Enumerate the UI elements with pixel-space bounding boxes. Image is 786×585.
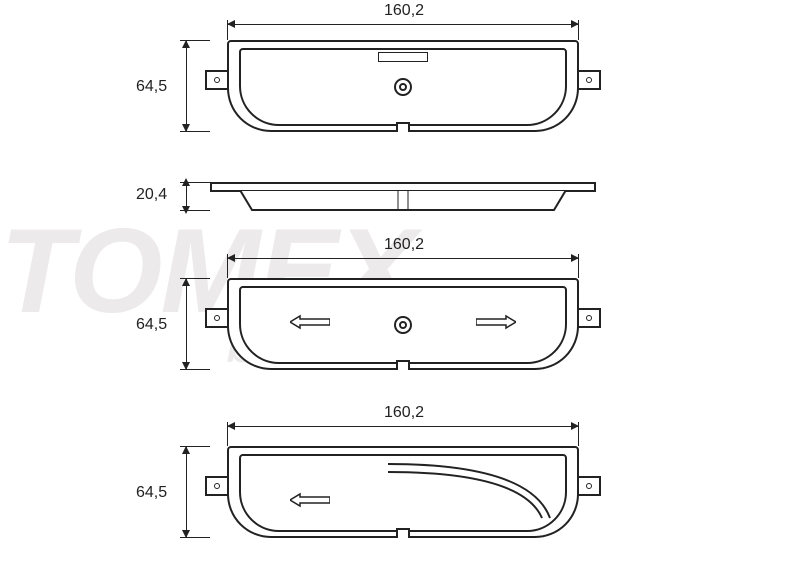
ext-line — [180, 537, 210, 538]
dim-height-1: 64,5 — [136, 78, 167, 96]
dim-line — [186, 40, 187, 132]
ext-line — [578, 422, 579, 446]
dim-line — [227, 24, 579, 25]
mounting-tab — [205, 308, 229, 328]
mounting-tab — [577, 70, 601, 90]
dim-line — [186, 278, 187, 370]
dim-line — [186, 446, 187, 538]
arrow-icon — [182, 278, 190, 286]
ext-line — [227, 422, 228, 446]
ext-line — [180, 182, 210, 183]
arrow-icon — [227, 422, 235, 430]
ext-line — [180, 278, 210, 279]
ext-line — [578, 254, 579, 278]
notch-icon — [396, 528, 410, 538]
dim-height-3: 64,5 — [136, 484, 167, 502]
dim-height-2: 64,5 — [136, 316, 167, 334]
dim-thickness: 20,4 — [136, 186, 167, 204]
direction-arrow-icon — [476, 314, 516, 330]
curved-slot-icon — [380, 460, 560, 526]
mounting-tab — [205, 476, 229, 496]
direction-arrow-icon — [290, 492, 330, 508]
notch-icon — [396, 122, 410, 132]
center-hole-inner-icon — [399, 321, 407, 329]
ext-line — [227, 20, 228, 40]
mounting-tab — [205, 70, 229, 90]
dim-width-2: 160,2 — [384, 236, 424, 254]
center-hole-inner-icon — [399, 83, 407, 91]
ext-line — [578, 20, 579, 40]
ext-line — [180, 131, 210, 132]
arrow-icon — [182, 446, 190, 454]
dim-width-3: 160,2 — [384, 404, 424, 422]
brake-pad-side-friction — [240, 190, 566, 212]
arrow-icon — [227, 254, 235, 262]
arrow-icon — [227, 20, 235, 28]
notch-icon — [396, 360, 410, 370]
ext-line — [180, 369, 210, 370]
ext-line — [180, 446, 210, 447]
arrow-icon — [182, 40, 190, 48]
mounting-tab — [577, 476, 601, 496]
direction-arrow-icon — [290, 314, 330, 330]
dim-line — [227, 258, 579, 259]
dim-line — [227, 426, 579, 427]
diagram-stage: 160,2 64,5 20,4 160,2 64,5 — [0, 0, 786, 585]
mounting-tab — [577, 308, 601, 328]
detail-rect — [378, 52, 428, 62]
ext-line — [180, 210, 210, 211]
dim-width-1: 160,2 — [384, 2, 424, 20]
ext-line — [180, 40, 210, 41]
ext-line — [227, 254, 228, 278]
